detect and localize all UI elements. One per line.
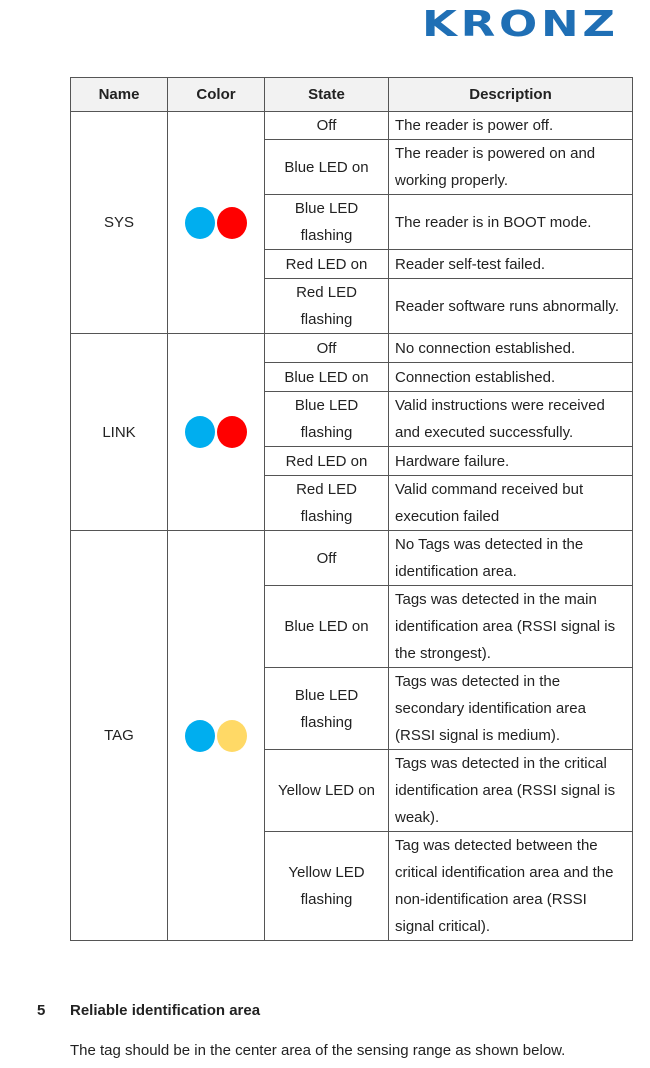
state-description: Tags was detected in the critical identi… [388,749,633,832]
led-state: Red LED flashing [264,278,389,334]
led-circle-icon [185,719,215,752]
state-description: The reader is powered on and working pro… [388,139,633,195]
table-row: Blue LED on Tags was detected in the main… [71,585,633,668]
state-description: Valid instructions were received and exe… [388,391,633,447]
kronz-logo: KRONZ [422,4,619,45]
state-description: Reader self-test failed. [388,249,633,279]
section-title: Reliable identification area [70,1002,261,1019]
table-row: Blue LED flashing Valid instructions were… [71,391,633,447]
led-state: Red LED on [264,249,389,279]
state-description: Reader software runs abnormally. [388,278,633,334]
table-row: Red LED flashing Valid command received b… [71,475,633,531]
led-circle-icon [217,719,247,752]
state-description: Connection established. [388,362,633,392]
column-header-color: Color [167,77,265,112]
led-state: Yellow LED on [264,749,389,832]
section-body: The tag should be in the center area of … [70,1042,566,1059]
state-description: Hardware failure. [388,446,633,476]
led-state: Blue LED flashing [264,391,389,447]
led-state: Yellow LED flashing [264,831,389,941]
led-circle-icon [217,206,247,239]
table-row: Blue LED on Connection established. [71,362,633,392]
table-row: Red LED on Hardware failure. [71,446,633,476]
led-state: Red LED flashing [264,475,389,531]
led-state: Blue LED flashing [264,194,389,250]
table-row: TAG Off No Tags was detected in the identi… [70,530,633,941]
led-colors [167,530,265,941]
led-colors [167,333,265,531]
led-colors [167,111,265,334]
state-description: No Tags was detected in the identificati… [388,530,633,586]
table-row: Red LED on Reader self-test failed. [71,249,633,279]
state-description: No connection established. [388,333,633,363]
led-name: TAG [70,530,168,941]
led-status-table: Name Color State Description SYS Off The r… [70,77,633,941]
led-state: Red LED on [264,446,389,476]
table-row: Blue LED on The reader is powered on and … [71,139,633,195]
state-description: Tag was detected between the critical id… [388,831,633,941]
led-circle-icon [185,416,215,448]
led-state: Off [264,111,389,140]
table-row: Yellow LED flashing Tag was detected betw… [71,831,633,941]
table-row: Red LED flashing Reader software runs abn… [71,278,633,334]
column-header-state: State [264,77,389,112]
table-header-row: Name Color State Description [70,77,633,112]
state-description: Tags was detected in the secondary ident… [388,667,633,750]
section-number: 5 [37,1002,46,1019]
column-header-description: Description [388,77,633,112]
led-name: SYS [70,111,168,334]
led-name: LINK [70,333,168,531]
led-circle-icon [185,206,215,239]
led-state: Blue LED on [264,362,389,392]
table-row: LINK Off No connection established. [70,333,633,531]
state-description: The reader is power off. [388,111,633,140]
column-header-name: Name [70,77,168,112]
table-row: Blue LED flashing Tags was detected in th… [71,667,633,750]
led-state: Blue LED on [264,139,389,195]
state-description: Tags was detected in the main identifica… [388,585,633,668]
table-row: Blue LED flashing The reader is in BOOT m… [71,194,633,250]
led-state: Blue LED flashing [264,667,389,750]
led-circle-icon [217,416,247,448]
state-description: The reader is in BOOT mode. [388,194,633,250]
state-description: Valid command received but execution fai… [388,475,633,531]
led-state: Blue LED on [264,585,389,668]
table-row: SYS Off The reader is power off. [70,111,633,334]
led-state: Off [264,333,389,363]
led-state: Off [264,530,389,586]
